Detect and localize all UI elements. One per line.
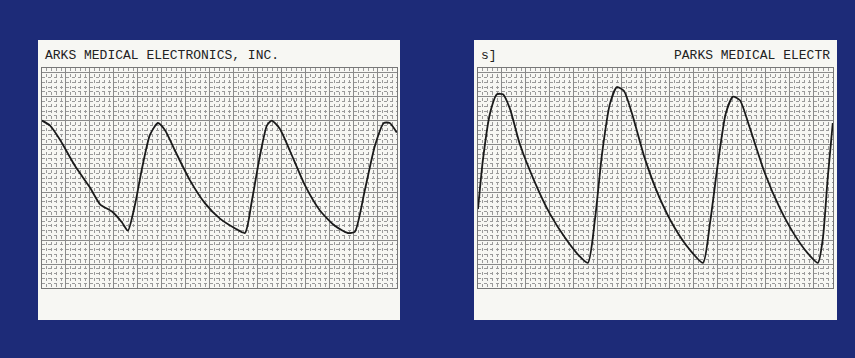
svg-text:ARKS MEDICAL ELECTRONICS, INC.: ARKS MEDICAL ELECTRONICS, INC. — [45, 48, 279, 63]
svg-text:s]: s] — [481, 48, 497, 63]
svg-text:PARKS MEDICAL ELECTR: PARKS MEDICAL ELECTR — [674, 48, 830, 63]
